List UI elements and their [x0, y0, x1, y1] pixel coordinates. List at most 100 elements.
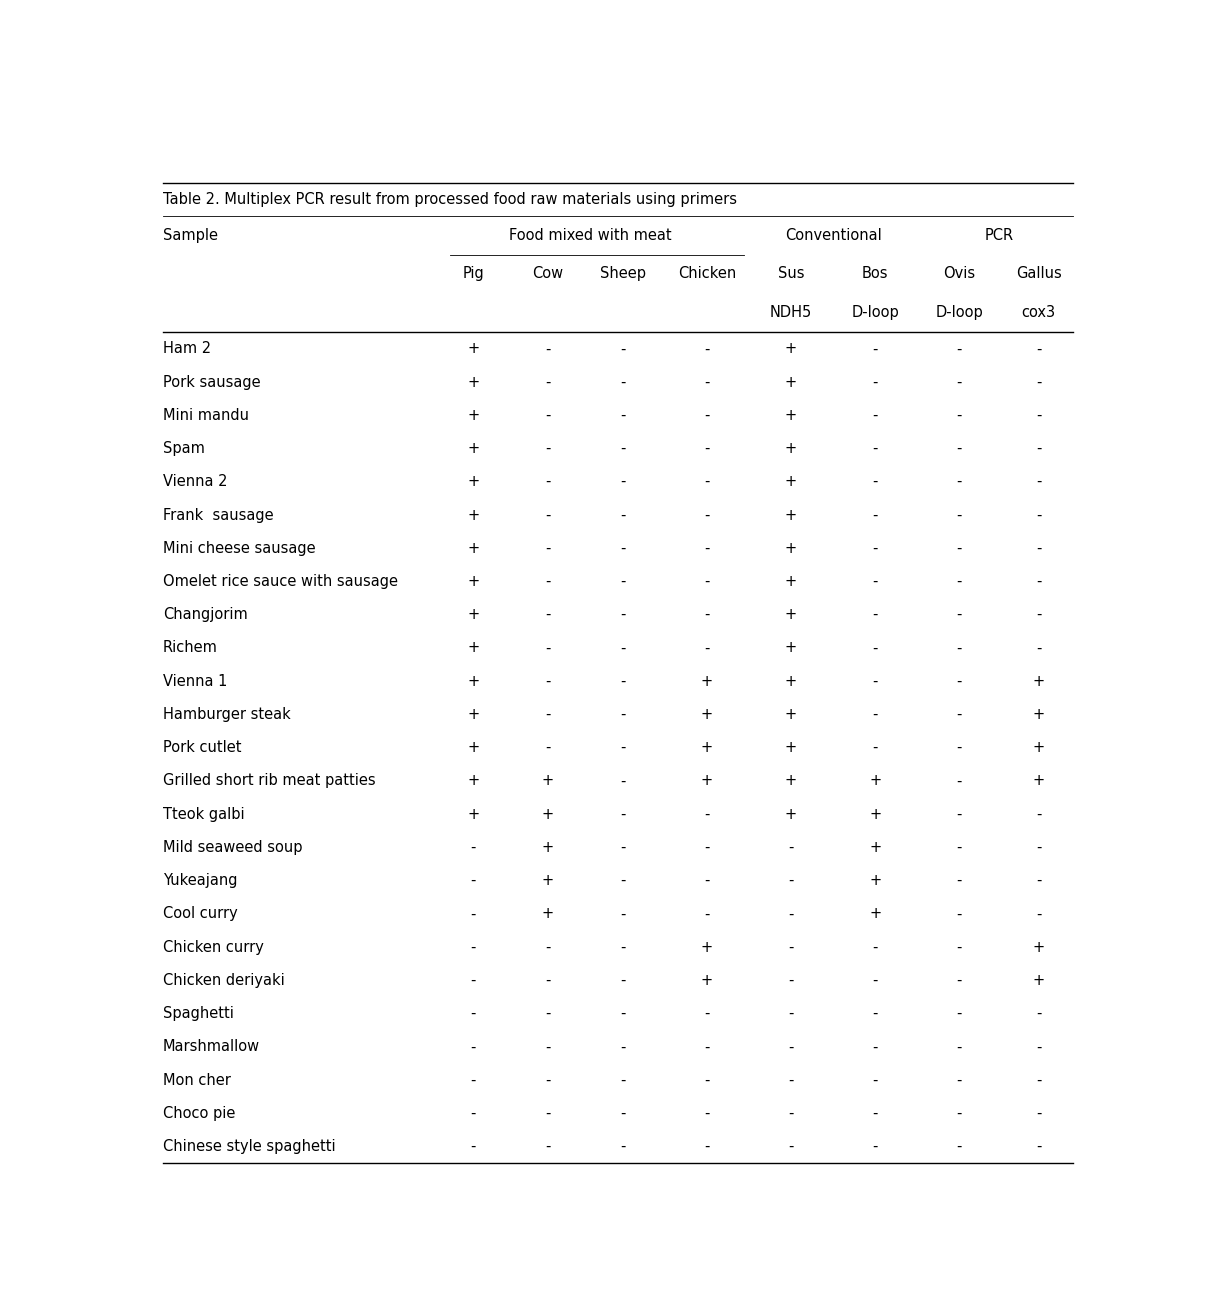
Text: -: -	[704, 1040, 709, 1054]
Text: D-loop: D-loop	[936, 305, 983, 320]
Text: -: -	[1036, 441, 1041, 457]
Text: Grilled short rib meat patties: Grilled short rib meat patties	[163, 774, 375, 788]
Text: +: +	[1032, 973, 1044, 988]
Text: -: -	[956, 1105, 962, 1121]
Text: -: -	[1036, 1040, 1041, 1054]
Text: -: -	[470, 940, 476, 954]
Text: -: -	[1036, 907, 1041, 921]
Text: -: -	[956, 1005, 962, 1021]
Text: Conventional: Conventional	[785, 228, 882, 242]
Text: -: -	[1036, 408, 1041, 422]
Text: -: -	[872, 408, 878, 422]
Text: Omelet rice sauce with sausage: Omelet rice sauce with sausage	[163, 574, 398, 590]
Text: -: -	[789, 1105, 794, 1121]
Text: NDH5: NDH5	[769, 305, 812, 320]
Text: -: -	[620, 408, 626, 422]
Text: -: -	[704, 341, 709, 357]
Text: -: -	[1036, 574, 1041, 590]
Text: -: -	[872, 973, 878, 988]
Text: -: -	[704, 1073, 709, 1087]
Text: -: -	[545, 940, 551, 954]
Text: -: -	[872, 508, 878, 522]
Text: Vienna 2: Vienna 2	[163, 474, 228, 490]
Text: -: -	[872, 1105, 878, 1121]
Text: +: +	[467, 607, 479, 622]
Text: -: -	[545, 674, 551, 688]
Text: -: -	[620, 607, 626, 622]
Text: -: -	[620, 707, 626, 722]
Text: Marshmallow: Marshmallow	[163, 1040, 260, 1054]
Text: -: -	[1036, 641, 1041, 655]
Text: -: -	[956, 408, 962, 422]
Text: -: -	[470, 1073, 476, 1087]
Text: -: -	[620, 541, 626, 555]
Text: +: +	[701, 740, 713, 755]
Text: Cow: Cow	[532, 266, 563, 282]
Text: -: -	[872, 375, 878, 390]
Text: Mini mandu: Mini mandu	[163, 408, 248, 422]
Text: -: -	[872, 607, 878, 622]
Text: Chicken curry: Chicken curry	[163, 940, 264, 954]
Text: -: -	[789, 973, 794, 988]
Text: +: +	[701, 973, 713, 988]
Text: -: -	[872, 341, 878, 357]
Text: +: +	[1032, 674, 1044, 688]
Text: -: -	[620, 1005, 626, 1021]
Text: -: -	[704, 1005, 709, 1021]
Text: -: -	[956, 674, 962, 688]
Text: +: +	[541, 840, 554, 855]
Text: Mon cher: Mon cher	[163, 1073, 230, 1087]
Text: Chicken deriyaki: Chicken deriyaki	[163, 973, 285, 988]
Text: -: -	[470, 973, 476, 988]
Text: Vienna 1: Vienna 1	[163, 674, 227, 688]
Text: cox3: cox3	[1021, 305, 1055, 320]
Text: +: +	[870, 907, 882, 921]
Text: +: +	[785, 641, 797, 655]
Text: -: -	[872, 674, 878, 688]
Text: -: -	[956, 840, 962, 855]
Text: Yukeajang: Yukeajang	[163, 873, 238, 888]
Text: -: -	[956, 907, 962, 921]
Text: -: -	[956, 607, 962, 622]
Text: -: -	[620, 1105, 626, 1121]
Text: Mild seaweed soup: Mild seaweed soup	[163, 840, 303, 855]
Text: -: -	[470, 1105, 476, 1121]
Text: +: +	[870, 873, 882, 888]
Text: +: +	[785, 674, 797, 688]
Text: Table 2. Multiplex PCR result from processed food raw materials using primers: Table 2. Multiplex PCR result from proce…	[163, 192, 737, 207]
Text: Food mixed with meat: Food mixed with meat	[509, 228, 672, 242]
Text: -: -	[1036, 1073, 1041, 1087]
Text: -: -	[620, 474, 626, 490]
Text: -: -	[470, 1040, 476, 1054]
Text: +: +	[785, 508, 797, 522]
Text: +: +	[1032, 707, 1044, 722]
Text: -: -	[620, 1140, 626, 1154]
Text: -: -	[956, 508, 962, 522]
Text: -: -	[789, 1073, 794, 1087]
Text: -: -	[470, 840, 476, 855]
Text: -: -	[545, 341, 551, 357]
Text: -: -	[872, 1073, 878, 1087]
Text: +: +	[467, 541, 479, 555]
Text: Pig: Pig	[462, 266, 484, 282]
Text: -: -	[956, 341, 962, 357]
Text: -: -	[704, 408, 709, 422]
Text: +: +	[541, 774, 554, 788]
Text: -: -	[704, 474, 709, 490]
Text: -: -	[704, 840, 709, 855]
Text: -: -	[545, 740, 551, 755]
Text: +: +	[785, 807, 797, 821]
Text: +: +	[870, 774, 882, 788]
Text: Spaghetti: Spaghetti	[163, 1005, 234, 1021]
Text: -: -	[956, 1073, 962, 1087]
Text: +: +	[785, 774, 797, 788]
Text: Gallus: Gallus	[1015, 266, 1061, 282]
Text: -: -	[956, 873, 962, 888]
Text: -: -	[1036, 607, 1041, 622]
Text: -: -	[470, 1140, 476, 1154]
Text: +: +	[701, 674, 713, 688]
Text: -: -	[872, 1005, 878, 1021]
Text: Hamburger steak: Hamburger steak	[163, 707, 291, 722]
Text: -: -	[872, 641, 878, 655]
Text: +: +	[541, 907, 554, 921]
